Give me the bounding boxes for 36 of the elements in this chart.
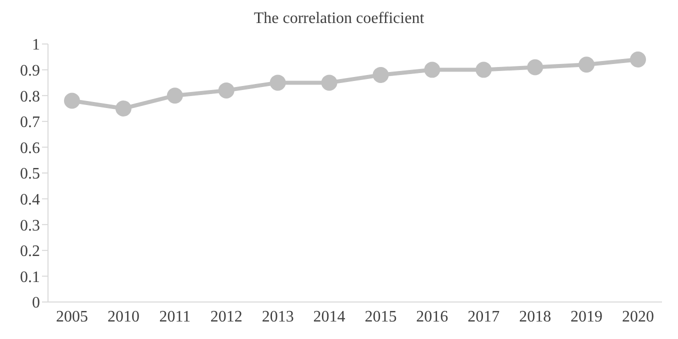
y-tick-label: 0.5 <box>20 166 40 183</box>
x-tick-label: 2015 <box>364 308 397 326</box>
point <box>476 62 492 78</box>
point <box>578 56 595 73</box>
point <box>64 92 80 109</box>
x-tick-label: 2018 <box>519 308 552 326</box>
y-tick-label: 1 <box>32 36 40 54</box>
x-tick-label: 2017 <box>468 308 500 326</box>
x-tick-label: 2019 <box>570 308 603 326</box>
point <box>527 59 544 76</box>
point <box>630 51 646 68</box>
y-tick-label: 0.4 <box>20 191 40 208</box>
x-tick-label: 2010 <box>107 308 140 326</box>
x-tick-label: 2016 <box>416 308 448 326</box>
point <box>218 82 234 98</box>
x-tick-label: 2012 <box>210 308 242 326</box>
y-tick-label: 0.2 <box>20 243 40 260</box>
x-tick-label: 2013 <box>262 308 294 326</box>
point <box>372 66 389 83</box>
point <box>424 62 440 78</box>
y-tick-label: 0.8 <box>20 88 40 106</box>
point <box>115 100 132 116</box>
y-tick-label: 0.9 <box>20 62 40 80</box>
point <box>321 74 338 91</box>
y-tick-label: 0.3 <box>20 217 40 234</box>
y-tick-label: 0.6 <box>20 140 40 157</box>
y-tick-label: 0 <box>32 294 40 312</box>
y-tick-label: 0.1 <box>20 268 40 286</box>
x-tick-label: 2011 <box>159 308 191 326</box>
point <box>166 88 183 104</box>
y-tick-label: 0.7 <box>20 114 40 132</box>
x-tick-label: 2020 <box>622 308 654 326</box>
x-tick-label: 2005 <box>56 308 88 326</box>
chart-title: The correlation coefficient <box>252 9 426 29</box>
point <box>270 74 286 91</box>
x-tick-label: 2014 <box>313 308 346 326</box>
